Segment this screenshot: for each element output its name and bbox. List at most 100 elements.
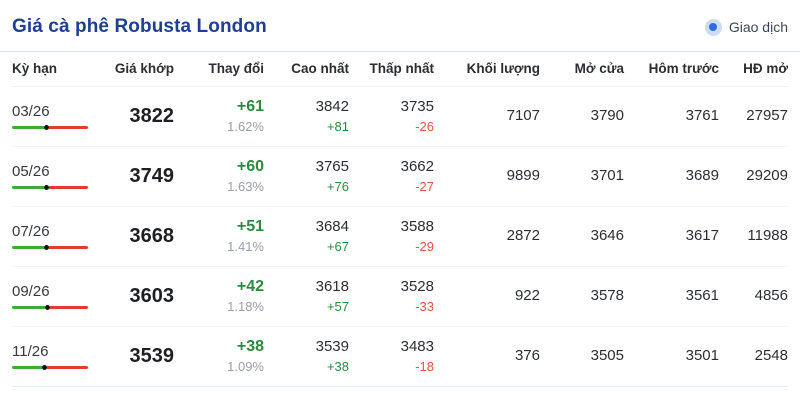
col-header-change: Thay đổi [174, 52, 264, 87]
table-row[interactable]: 11/26 3539 +38 1.09% 3539 +38 3483 -18 3 [12, 326, 788, 387]
volume-value: 376 [514, 347, 540, 364]
match-price-value: 3668 [129, 224, 175, 247]
col-header-prev: Hôm trước [624, 52, 719, 87]
high-change: +81 [326, 119, 349, 134]
range-bar [12, 364, 88, 370]
match-price-value: 3603 [129, 284, 175, 307]
table-row[interactable]: 09/26 3603 +42 1.18% 3618 +57 3528 -33 9 [12, 266, 788, 327]
match-price-value: 3822 [129, 104, 175, 127]
high-value: 3842 [315, 98, 349, 115]
change-percent: 1.09% [227, 359, 264, 374]
low-value: 3662 [400, 158, 434, 175]
term-label: 03/26 [12, 102, 50, 120]
range-bar-dot [42, 364, 48, 370]
range-bar-dot [43, 184, 49, 190]
low-value: 3528 [400, 278, 434, 295]
low-value: 3588 [400, 218, 434, 235]
range-bar-green-segment [12, 185, 44, 189]
price-table: Kỳ hạn Giá khớp Thay đổi Cao nhất Thấp n… [12, 52, 788, 387]
live-dot-icon [704, 18, 722, 36]
low-change: -29 [415, 239, 434, 254]
col-header-term: Kỳ hạn [12, 52, 102, 87]
low-value: 3735 [400, 98, 434, 115]
high-change: +76 [326, 179, 349, 194]
col-header-open: Mở cửa [540, 52, 624, 87]
range-bar [12, 184, 88, 190]
header-bar: Giá cà phê Robusta London Giao dịch [0, 0, 800, 52]
open-interest-value: 4856 [754, 287, 788, 304]
open-value: 3505 [590, 347, 624, 364]
prev-value: 3501 [685, 347, 719, 364]
volume-value: 922 [514, 287, 540, 304]
prev-value: 3617 [685, 227, 719, 244]
col-header-high: Cao nhất [264, 52, 349, 87]
change-value: +61 [236, 98, 264, 115]
high-value: 3765 [315, 158, 349, 175]
range-bar-dot [43, 244, 49, 250]
change-value: +51 [236, 218, 264, 235]
open-value: 3646 [590, 227, 624, 244]
low-value: 3483 [400, 338, 434, 355]
open-interest-value: 27957 [746, 107, 788, 124]
term-label: 11/26 [12, 342, 49, 360]
change-percent: 1.41% [227, 239, 264, 254]
col-header-match-price: Giá khớp [102, 52, 174, 87]
range-bar [12, 244, 88, 250]
open-interest-value: 11988 [747, 227, 788, 244]
volume-value: 2872 [506, 227, 540, 244]
table-row[interactable]: 03/26 3822 +61 1.62% 3842 +81 3735 -26 7 [12, 86, 788, 147]
range-bar-red-segment [47, 365, 88, 369]
high-value: 3684 [315, 218, 349, 235]
term-label: 09/26 [12, 282, 50, 300]
range-bar-red-segment [50, 305, 88, 309]
range-bar [12, 304, 88, 310]
change-value: +60 [236, 158, 264, 175]
range-bar-dot [43, 124, 49, 130]
col-header-low: Thấp nhất [349, 52, 434, 87]
volume-value: 7107 [506, 107, 540, 124]
change-percent: 1.62% [227, 119, 264, 134]
match-price-value: 3539 [129, 344, 175, 367]
open-value: 3701 [590, 167, 624, 184]
high-change: +57 [326, 299, 349, 314]
open-interest-value: 29209 [746, 167, 788, 184]
open-value: 3578 [590, 287, 624, 304]
prev-value: 3689 [685, 167, 719, 184]
low-change: -18 [415, 359, 434, 374]
range-bar-red-segment [48, 125, 88, 129]
prev-value: 3761 [685, 107, 719, 124]
range-bar-red-segment [48, 245, 88, 249]
open-value: 3790 [590, 107, 624, 124]
term-label: 07/26 [12, 222, 50, 240]
range-bar-green-segment [12, 305, 46, 309]
trading-status-label: Giao dịch [728, 19, 788, 35]
trading-status-toggle[interactable]: Giao dịch [704, 18, 788, 36]
high-value: 3618 [315, 278, 349, 295]
range-bar-green-segment [12, 125, 44, 129]
range-bar-dot [45, 304, 51, 310]
col-header-volume: Khối lượng [434, 52, 540, 87]
high-value: 3539 [315, 338, 349, 355]
high-change: +67 [326, 239, 349, 254]
low-change: -27 [415, 179, 434, 194]
change-percent: 1.18% [227, 299, 264, 314]
volume-value: 9899 [506, 167, 540, 184]
range-bar-green-segment [12, 245, 44, 249]
range-bar-red-segment [48, 185, 88, 189]
high-change: +38 [326, 359, 349, 374]
table-row[interactable]: 07/26 3668 +51 1.41% 3684 +67 3588 -29 2 [12, 206, 788, 267]
low-change: -26 [415, 119, 434, 134]
change-percent: 1.63% [227, 179, 264, 194]
page-title: Giá cà phê Robusta London [12, 16, 267, 37]
range-bar [12, 124, 88, 130]
prev-value: 3561 [685, 287, 719, 304]
table-header-row: Kỳ hạn Giá khớp Thay đổi Cao nhất Thấp n… [12, 52, 788, 87]
col-header-open-interest: HĐ mở [719, 52, 788, 87]
low-change: -33 [415, 299, 434, 314]
range-bar-green-segment [12, 365, 43, 369]
match-price-value: 3749 [129, 164, 175, 187]
term-label: 05/26 [12, 162, 50, 180]
table-row[interactable]: 05/26 3749 +60 1.63% 3765 +76 3662 -27 9 [12, 146, 788, 207]
open-interest-value: 2548 [754, 347, 788, 364]
